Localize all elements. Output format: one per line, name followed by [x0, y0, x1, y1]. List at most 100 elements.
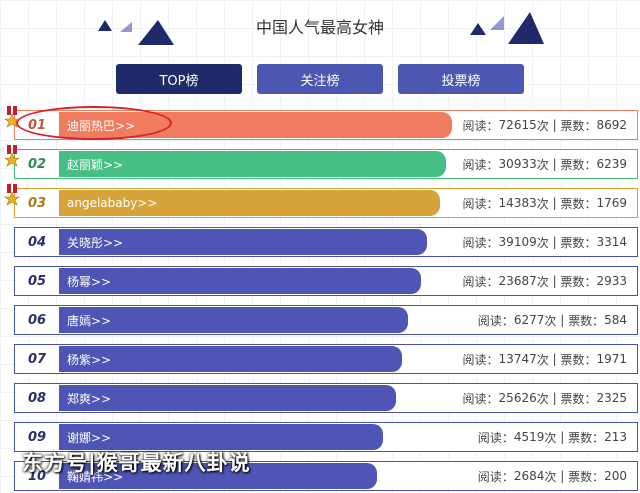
stats-text: 阅读： 2684 次 | 票数： 200: [478, 462, 627, 490]
reads-label: 阅读: [477, 313, 502, 328]
votes-value: 584: [604, 313, 627, 327]
separator: ：: [486, 196, 499, 211]
votes-label: 票数: [560, 196, 585, 211]
reads-unit: 次: [536, 391, 549, 406]
votes-label: 票数: [560, 157, 585, 172]
divider: |: [548, 352, 561, 366]
celebrity-name-link[interactable]: 谢娜>>: [67, 430, 112, 445]
reads-label: 阅读: [462, 118, 487, 133]
celebrity-name-link[interactable]: 赵丽颖>>: [67, 157, 124, 172]
celebrity-name-link[interactable]: 郑爽>>: [67, 391, 112, 406]
ranking-row[interactable]: 04 关晓彤>> 阅读： 39109 次 | 票数： 3314: [14, 227, 638, 257]
divider: |: [548, 274, 561, 288]
reads-label: 阅读: [462, 235, 487, 250]
divider: |: [548, 196, 561, 210]
ranking-row[interactable]: 09 谢娜>> 阅读： 4519 次 | 票数： 213: [14, 422, 638, 452]
separator: ：: [486, 235, 499, 250]
separator: ：: [584, 352, 597, 367]
stats-text: 阅读： 23687 次 | 票数： 2933: [463, 267, 627, 295]
popularity-bar[interactable]: 鞠婧祎>>: [59, 463, 377, 489]
votes-value: 1769: [596, 196, 627, 210]
separator: ：: [501, 430, 514, 445]
reads-unit: 次: [536, 352, 549, 367]
rank-number: 02: [27, 156, 47, 172]
votes-label: 票数: [560, 118, 585, 133]
tab-vote[interactable]: 投票榜: [398, 64, 524, 94]
popularity-bar[interactable]: 杨紫>>: [59, 346, 402, 372]
reads-unit: 次: [536, 157, 549, 172]
watermark-text: 东方号|猴哥最新八卦说: [22, 451, 251, 475]
divider: |: [556, 313, 569, 327]
separator: ：: [501, 469, 514, 484]
reads-unit: 次: [544, 430, 557, 445]
reads-label: 阅读: [462, 391, 487, 406]
rank-number: 06: [27, 312, 47, 328]
celebrity-name-link[interactable]: 杨幂>>: [67, 274, 112, 289]
tab-top[interactable]: TOP榜: [116, 64, 242, 94]
stats-text: 阅读： 4519 次 | 票数： 213: [478, 423, 627, 451]
page-title: 中国人气最高女神: [255, 18, 384, 37]
divider: |: [548, 235, 561, 249]
medal-icon: [4, 184, 20, 206]
votes-label: 票数: [568, 313, 593, 328]
celebrity-name-link[interactable]: 迪丽热巴>>: [67, 118, 136, 133]
popularity-bar[interactable]: 赵丽颖>>: [59, 151, 446, 177]
reads-label: 阅读: [462, 274, 487, 289]
rank-number: 05: [27, 273, 47, 289]
ranking-row[interactable]: 01 迪丽热巴>> 阅读： 72615 次 | 票数： 8692: [14, 110, 638, 140]
votes-value: 1971: [596, 352, 627, 366]
divider: |: [548, 157, 561, 171]
stats-text: 阅读： 39109 次 | 票数： 3314: [463, 228, 627, 256]
separator: ：: [584, 157, 597, 172]
votes-label: 票数: [560, 235, 585, 250]
reads-unit: 次: [536, 196, 549, 211]
popularity-bar[interactable]: 郑爽>>: [59, 385, 396, 411]
ranking-row[interactable]: 02 赵丽颖>> 阅读： 30933 次 | 票数： 6239: [14, 149, 638, 179]
rank-number: 09: [27, 429, 47, 445]
popularity-bar[interactable]: 关晓彤>>: [59, 229, 427, 255]
celebrity-name-link[interactable]: angelababy>>: [67, 196, 158, 210]
ranking-row[interactable]: 08 郑爽>> 阅读： 25626 次 | 票数： 2325: [14, 383, 638, 413]
ranking-row[interactable]: 05 杨幂>> 阅读： 23687 次 | 票数： 2933: [14, 266, 638, 296]
tab-follow[interactable]: 关注榜: [257, 64, 383, 94]
separator: ：: [592, 313, 605, 328]
reads-label: 阅读: [477, 469, 502, 484]
reads-value: 6277: [513, 313, 545, 327]
separator: ：: [584, 274, 597, 289]
reads-value: 23687: [498, 274, 537, 288]
celebrity-name-link[interactable]: 鞠婧祎>>: [67, 469, 124, 484]
popularity-bar[interactable]: angelababy>>: [59, 190, 440, 216]
votes-value: 200: [604, 469, 627, 483]
rank-number: 04: [27, 234, 47, 250]
separator: ：: [486, 391, 499, 406]
popularity-bar[interactable]: 唐嫣>>: [59, 307, 408, 333]
reads-label: 阅读: [462, 196, 487, 211]
separator: ：: [486, 118, 499, 133]
votes-value: 2325: [596, 391, 627, 405]
medal-icon: [4, 106, 20, 128]
celebrity-name-link[interactable]: 关晓彤>>: [67, 235, 124, 250]
stats-text: 阅读： 6277 次 | 票数： 584: [478, 306, 627, 334]
divider: |: [556, 469, 569, 483]
ranking-row[interactable]: 10 鞠婧祎>> 阅读： 2684 次 | 票数： 200: [14, 461, 638, 491]
celebrity-name-link[interactable]: 杨紫>>: [67, 352, 112, 367]
ranking-row[interactable]: 06 唐嫣>> 阅读： 6277 次 | 票数： 584: [14, 305, 638, 335]
reads-value: 72615: [498, 118, 537, 132]
reads-label: 阅读: [462, 352, 487, 367]
reads-value: 2684: [513, 469, 545, 483]
separator: ：: [501, 313, 514, 328]
votes-value: 6239: [596, 157, 627, 171]
reads-value: 4519: [513, 430, 545, 444]
celebrity-name-link[interactable]: 唐嫣>>: [67, 313, 112, 328]
popularity-bar[interactable]: 谢娜>>: [59, 424, 383, 450]
ranking-row[interactable]: 03 angelababy>> 阅读： 14383 次 | 票数： 1769: [14, 188, 638, 218]
separator: ：: [486, 274, 499, 289]
separator: ：: [584, 391, 597, 406]
votes-value: 8692: [596, 118, 627, 132]
rank-number: 10: [27, 468, 47, 484]
ranking-row[interactable]: 07 杨紫>> 阅读： 13747 次 | 票数： 1971: [14, 344, 638, 374]
popularity-bar[interactable]: 杨幂>>: [59, 268, 421, 294]
popularity-bar[interactable]: 迪丽热巴>>: [59, 112, 452, 138]
stats-text: 阅读： 72615 次 | 票数： 8692: [463, 111, 627, 139]
reads-value: 25626: [498, 391, 537, 405]
